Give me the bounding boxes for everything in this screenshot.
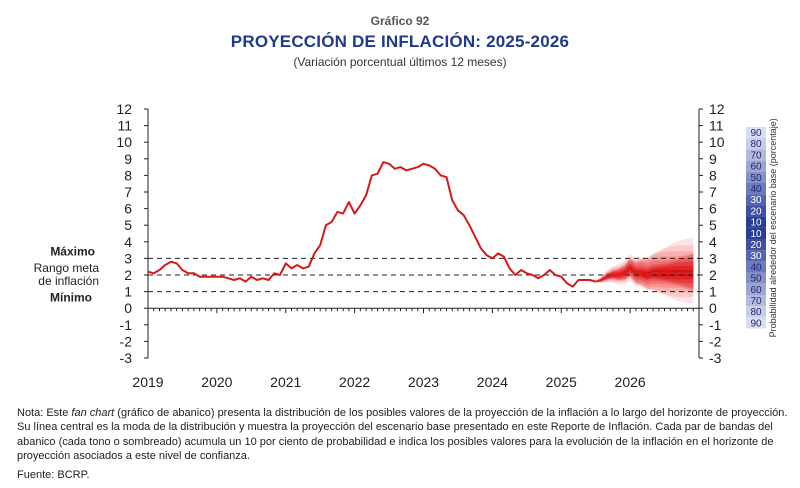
- chart-note: Nota: Este fan chart (gráfico de abanico…: [17, 406, 792, 464]
- chart-label: Gráfico 92: [370, 14, 430, 28]
- prob-legend-value: 20: [750, 206, 762, 217]
- prob-legend-box: [746, 216, 766, 228]
- chart-subtitle: (Variación porcentual últimos 12 meses): [293, 55, 507, 69]
- x-tick-label: 2019: [132, 374, 163, 390]
- prob-legend-value: 70: [750, 150, 762, 161]
- y-tick-label-right: 8: [709, 167, 717, 183]
- prob-legend-box: [746, 306, 766, 318]
- prob-legend-value: 10: [750, 229, 762, 240]
- y-tick-label-right: -1: [709, 317, 722, 333]
- x-tick-label: 2024: [477, 374, 508, 390]
- prob-legend-box: [746, 283, 766, 295]
- prob-legend-value: 90: [750, 318, 762, 329]
- y-tick-label-left: 3: [124, 250, 132, 266]
- y-tick-label-right: 9: [709, 151, 717, 167]
- y-tick-label-right: 0: [709, 300, 717, 316]
- y-tick-label-left: 1: [124, 284, 132, 300]
- y-tick-label-right: 2: [709, 267, 717, 283]
- series-projection-line: [595, 267, 694, 283]
- prob-legend-label: Probabilidad alrededor del escenario bas…: [768, 118, 778, 337]
- y-tick-label-left: 9: [124, 151, 132, 167]
- x-tick-label: 2022: [339, 374, 370, 390]
- series-observed-line: [147, 161, 596, 288]
- x-tick-label: 2026: [615, 374, 646, 390]
- y-tick-label-left: 4: [124, 234, 132, 250]
- prob-legend-box: [746, 317, 766, 329]
- prob-legend-box: [746, 261, 766, 273]
- y-tick-label-right: -2: [709, 333, 722, 349]
- prob-legend-box: [746, 127, 766, 139]
- prob-legend-box: [746, 295, 766, 307]
- prob-legend-value: 80: [750, 139, 762, 150]
- target-label-min: Mínimo: [50, 291, 92, 305]
- y-tick-label-right: 11: [709, 118, 724, 134]
- prob-legend-value: 90: [750, 128, 762, 139]
- y-tick-label-right: -3: [709, 350, 722, 366]
- y-tick-label-right: 7: [709, 184, 717, 200]
- prob-legend-box: [746, 194, 766, 206]
- prob-legend-box: [746, 227, 766, 239]
- y-tick-label-left: -3: [120, 350, 133, 366]
- prob-legend-box: [746, 250, 766, 262]
- prob-legend-box: [746, 171, 766, 183]
- y-tick-label-right: 1: [709, 284, 717, 300]
- prob-legend-box: [746, 138, 766, 150]
- note-prefix: Nota: Este: [17, 407, 72, 419]
- note-body: (gráfico de abanico) presenta la distrib…: [17, 407, 788, 463]
- note-emphasis: fan chart: [71, 407, 115, 419]
- prob-legend-value: 30: [750, 195, 762, 206]
- y-tick-label-right: 12: [709, 101, 725, 117]
- prob-legend-value: 60: [750, 285, 762, 296]
- prob-legend-value: 40: [750, 262, 762, 273]
- x-tick-label: 2025: [546, 374, 577, 390]
- x-tick-label: 2020: [201, 374, 232, 390]
- target-label-mid-1: Rango meta: [34, 261, 100, 275]
- prob-legend-box: [746, 205, 766, 217]
- prob-legend-value: 30: [750, 251, 762, 262]
- prob-legend-box: [746, 239, 766, 251]
- y-tick-label-right: 6: [709, 201, 717, 217]
- y-tick-label-left: 6: [124, 201, 132, 217]
- prob-legend-box: [746, 272, 766, 284]
- prob-legend-value: 50: [750, 173, 762, 184]
- prob-legend-value: 20: [750, 240, 762, 251]
- y-tick-label-left: 10: [116, 134, 132, 150]
- y-tick-label-left: 2: [124, 267, 132, 283]
- y-tick-label-left: 8: [124, 167, 132, 183]
- x-tick-label: 2023: [408, 374, 439, 390]
- y-tick-label-left: 11: [117, 118, 132, 134]
- y-tick-label-left: -1: [120, 317, 133, 333]
- prob-legend-value: 60: [750, 162, 762, 173]
- chart-title: PROYECCIÓN DE INFLACIÓN: 2025-2026: [230, 32, 570, 51]
- y-tick-label-left: -2: [120, 333, 133, 349]
- prob-legend-value: 40: [750, 184, 762, 195]
- y-tick-label-right: 5: [709, 217, 717, 233]
- prob-legend-box: [746, 160, 766, 172]
- prob-legend-value: 80: [750, 307, 762, 318]
- prob-legend-box: [746, 149, 766, 161]
- prob-legend-value: 70: [750, 296, 762, 307]
- y-tick-label-left: 5: [124, 217, 132, 233]
- y-tick-label-left: 0: [124, 300, 132, 316]
- x-tick-label: 2021: [270, 374, 301, 390]
- y-tick-label-left: 7: [124, 184, 132, 200]
- target-label-max: Máximo: [50, 244, 95, 258]
- y-tick-label-right: 3: [709, 250, 717, 266]
- y-tick-label-right: 4: [709, 234, 717, 250]
- y-tick-label-right: 10: [709, 134, 725, 150]
- y-tick-label-left: 12: [116, 101, 132, 117]
- prob-legend-box: [746, 183, 766, 195]
- prob-legend-value: 10: [750, 218, 762, 229]
- chart-source: Fuente: BCRP.: [17, 469, 90, 481]
- prob-legend-value: 50: [750, 274, 762, 285]
- target-label-mid-2: de inflación: [38, 274, 99, 288]
